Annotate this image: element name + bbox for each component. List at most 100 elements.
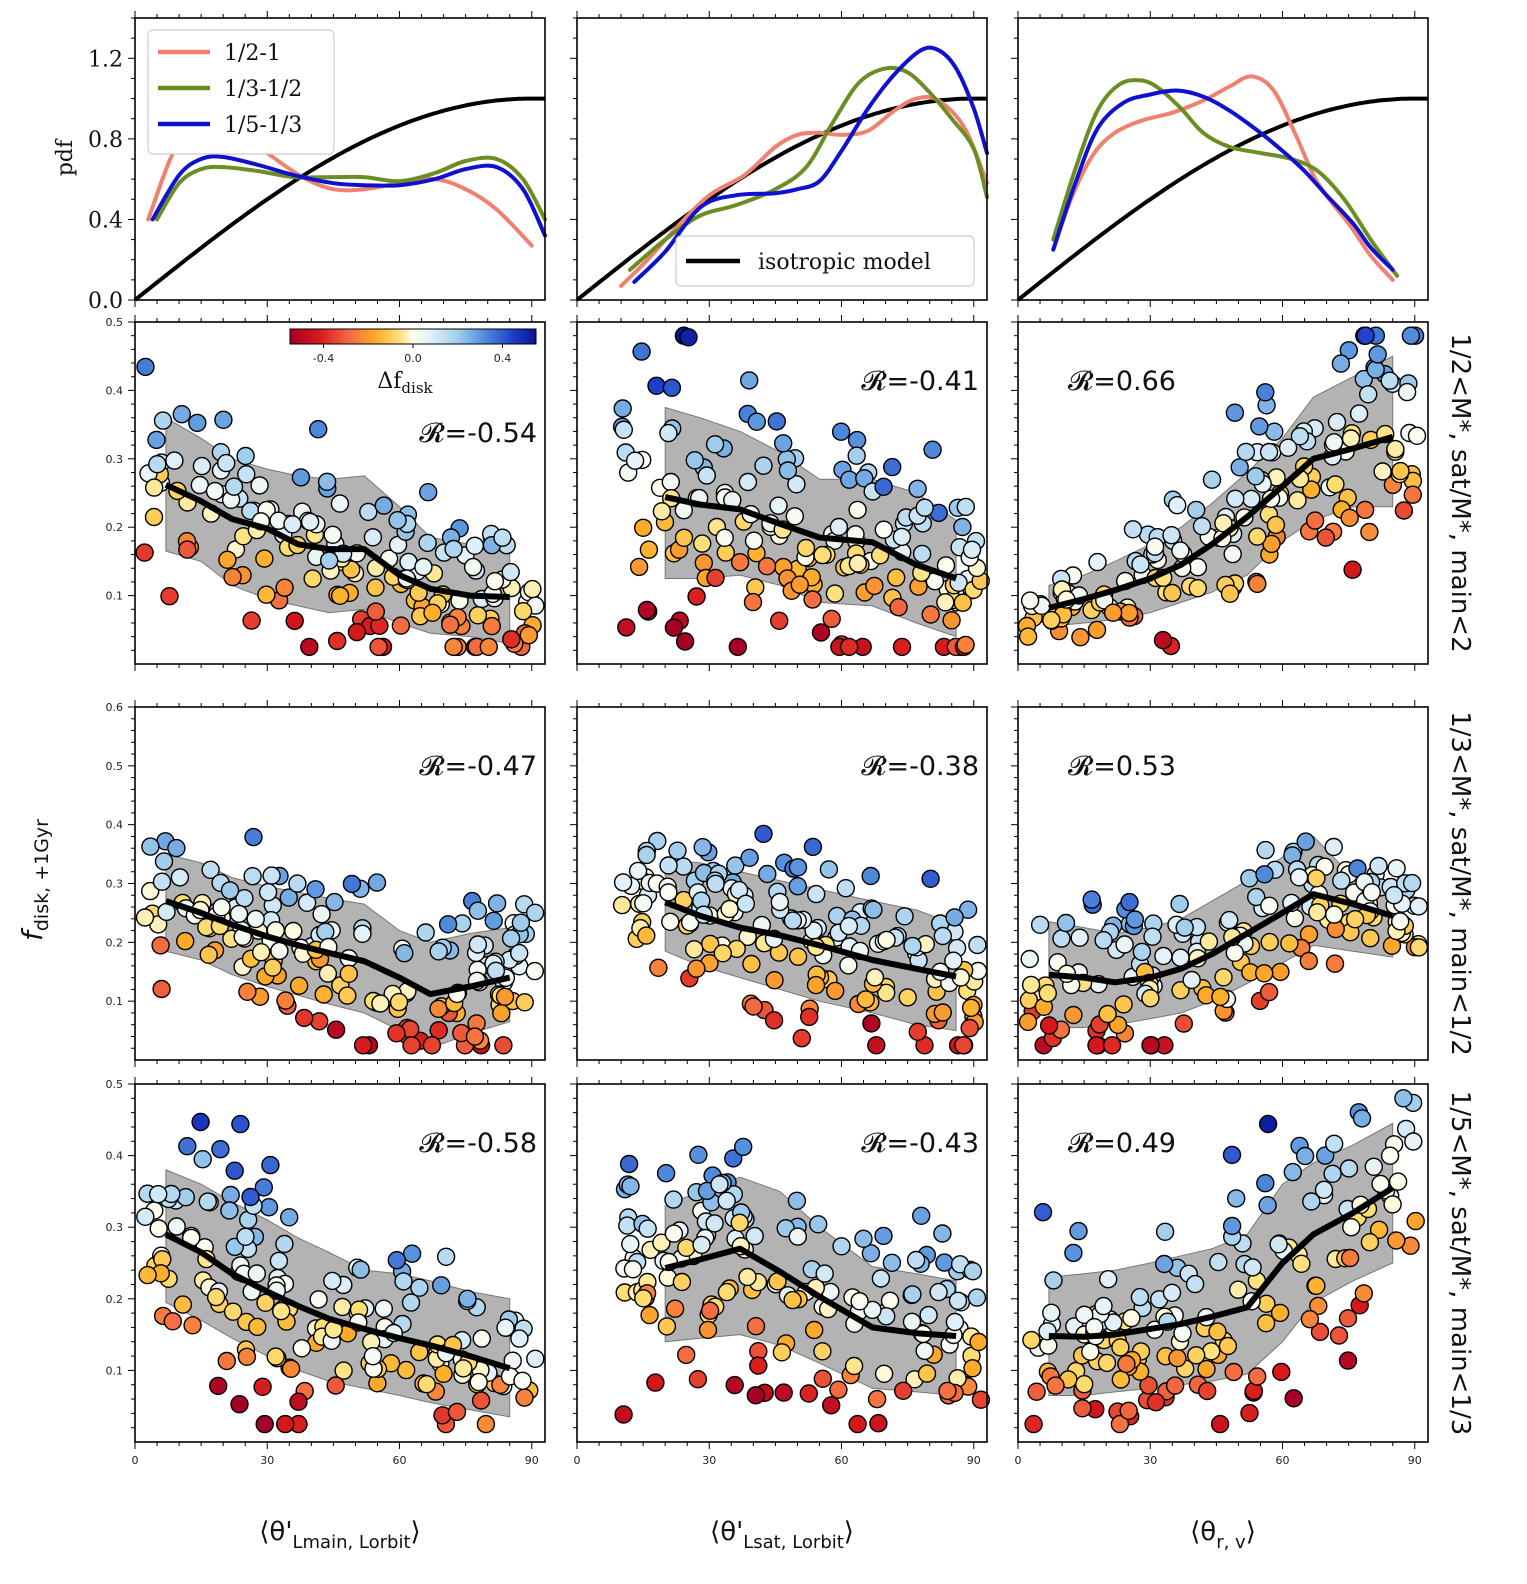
data-point	[1094, 1296, 1113, 1316]
spread-band	[664, 406, 957, 638]
data-point	[188, 413, 207, 433]
data-point	[944, 951, 963, 970]
data-point	[1288, 491, 1307, 510]
data-point	[969, 1332, 988, 1352]
correlation-label: 𝓡=-0.58	[419, 1128, 537, 1159]
data-point	[1255, 865, 1274, 884]
data-point	[325, 892, 344, 912]
data-point	[689, 1145, 708, 1165]
data-point	[625, 451, 645, 470]
data-point	[862, 1014, 881, 1033]
data-point	[953, 593, 972, 612]
data-point	[285, 611, 304, 631]
data-point	[366, 578, 385, 597]
data-point	[526, 1349, 545, 1369]
data-point	[1175, 918, 1194, 937]
pdf-line-1/2-1	[1051, 74, 1395, 282]
data-point	[1174, 1014, 1194, 1033]
data-point	[1266, 515, 1286, 535]
data-point	[770, 892, 789, 912]
data-point	[730, 553, 750, 572]
data-point	[262, 866, 281, 885]
data-point	[1236, 442, 1256, 462]
data-point	[1145, 537, 1165, 556]
data-point	[713, 944, 732, 963]
data-point	[1094, 931, 1113, 950]
data-point	[275, 1234, 294, 1254]
correlation-label: 𝓡=-0.54	[419, 418, 537, 449]
axes-frame-r1-c2	[1017, 321, 1429, 665]
data-point	[1192, 517, 1212, 536]
data-point	[1186, 500, 1206, 520]
data-point	[1225, 403, 1245, 422]
data-point	[839, 916, 859, 936]
data-point	[668, 841, 687, 860]
correlation-label: 𝓡=-0.41	[861, 366, 979, 397]
data-point	[809, 1215, 828, 1234]
data-point	[715, 528, 734, 547]
data-point	[861, 1244, 881, 1263]
data-point	[1103, 603, 1123, 622]
data-point	[618, 1216, 637, 1235]
data-point	[1307, 1276, 1326, 1296]
data-point	[1373, 462, 1392, 481]
data-point	[363, 1346, 383, 1366]
text-layer: 0 30 60 90 0 30 60 90 0 30 60 90 0.0 0.4 0.8 1.2 pdf 0.1 0…	[16, 47, 1475, 1553]
data-point	[774, 434, 793, 453]
data-point	[877, 983, 896, 1002]
data-point	[705, 435, 725, 454]
axes-frame-r1-c1	[576, 321, 988, 665]
data-point	[687, 587, 706, 606]
data-point	[510, 943, 529, 963]
data-point	[1406, 1211, 1425, 1231]
data-point	[1186, 1346, 1206, 1365]
data-point	[310, 1012, 329, 1031]
data-point	[1391, 461, 1410, 481]
data-point	[746, 1316, 766, 1336]
data-point	[149, 1219, 168, 1238]
data-point	[303, 569, 322, 588]
y-tick-label: 0.3	[106, 1221, 124, 1234]
data-point	[288, 874, 307, 893]
data-point	[1332, 871, 1351, 890]
data-point	[1387, 859, 1406, 878]
axes-layer	[128, 11, 1429, 1449]
legend-label: 1/5-1/3	[224, 113, 302, 138]
data-point	[276, 991, 295, 1010]
data-point	[1258, 1114, 1278, 1134]
data-point	[1307, 869, 1326, 888]
data-point	[746, 1386, 765, 1405]
data-point	[1290, 427, 1310, 446]
data-point	[1248, 574, 1267, 594]
data-point	[454, 1359, 473, 1378]
data-point	[1324, 837, 1343, 857]
data-point	[151, 936, 170, 955]
data-point	[1354, 1284, 1374, 1303]
data-point	[402, 1036, 421, 1055]
data-point	[330, 586, 350, 605]
x-tick-label: 90	[1408, 1454, 1422, 1467]
data-point	[1042, 610, 1061, 630]
data-point	[1170, 894, 1189, 914]
data-point	[1283, 1162, 1303, 1182]
data-point	[434, 1364, 453, 1384]
data-point	[1369, 1220, 1389, 1240]
data-point	[659, 883, 678, 902]
data-point	[1230, 458, 1249, 477]
data-point	[813, 1342, 832, 1361]
data-point	[1404, 1132, 1423, 1151]
data-point	[634, 894, 653, 913]
data-point	[217, 1351, 237, 1371]
data-point	[248, 1317, 267, 1337]
data-point	[662, 378, 682, 397]
data-point	[634, 518, 653, 537]
data-point	[1280, 934, 1299, 953]
data-point	[144, 507, 164, 527]
data-point	[1222, 1145, 1242, 1165]
data-point	[1162, 1283, 1182, 1303]
data-point	[962, 540, 982, 559]
data-point	[175, 931, 195, 951]
data-point	[471, 1391, 491, 1410]
data-point	[968, 935, 987, 955]
data-point	[659, 856, 678, 875]
